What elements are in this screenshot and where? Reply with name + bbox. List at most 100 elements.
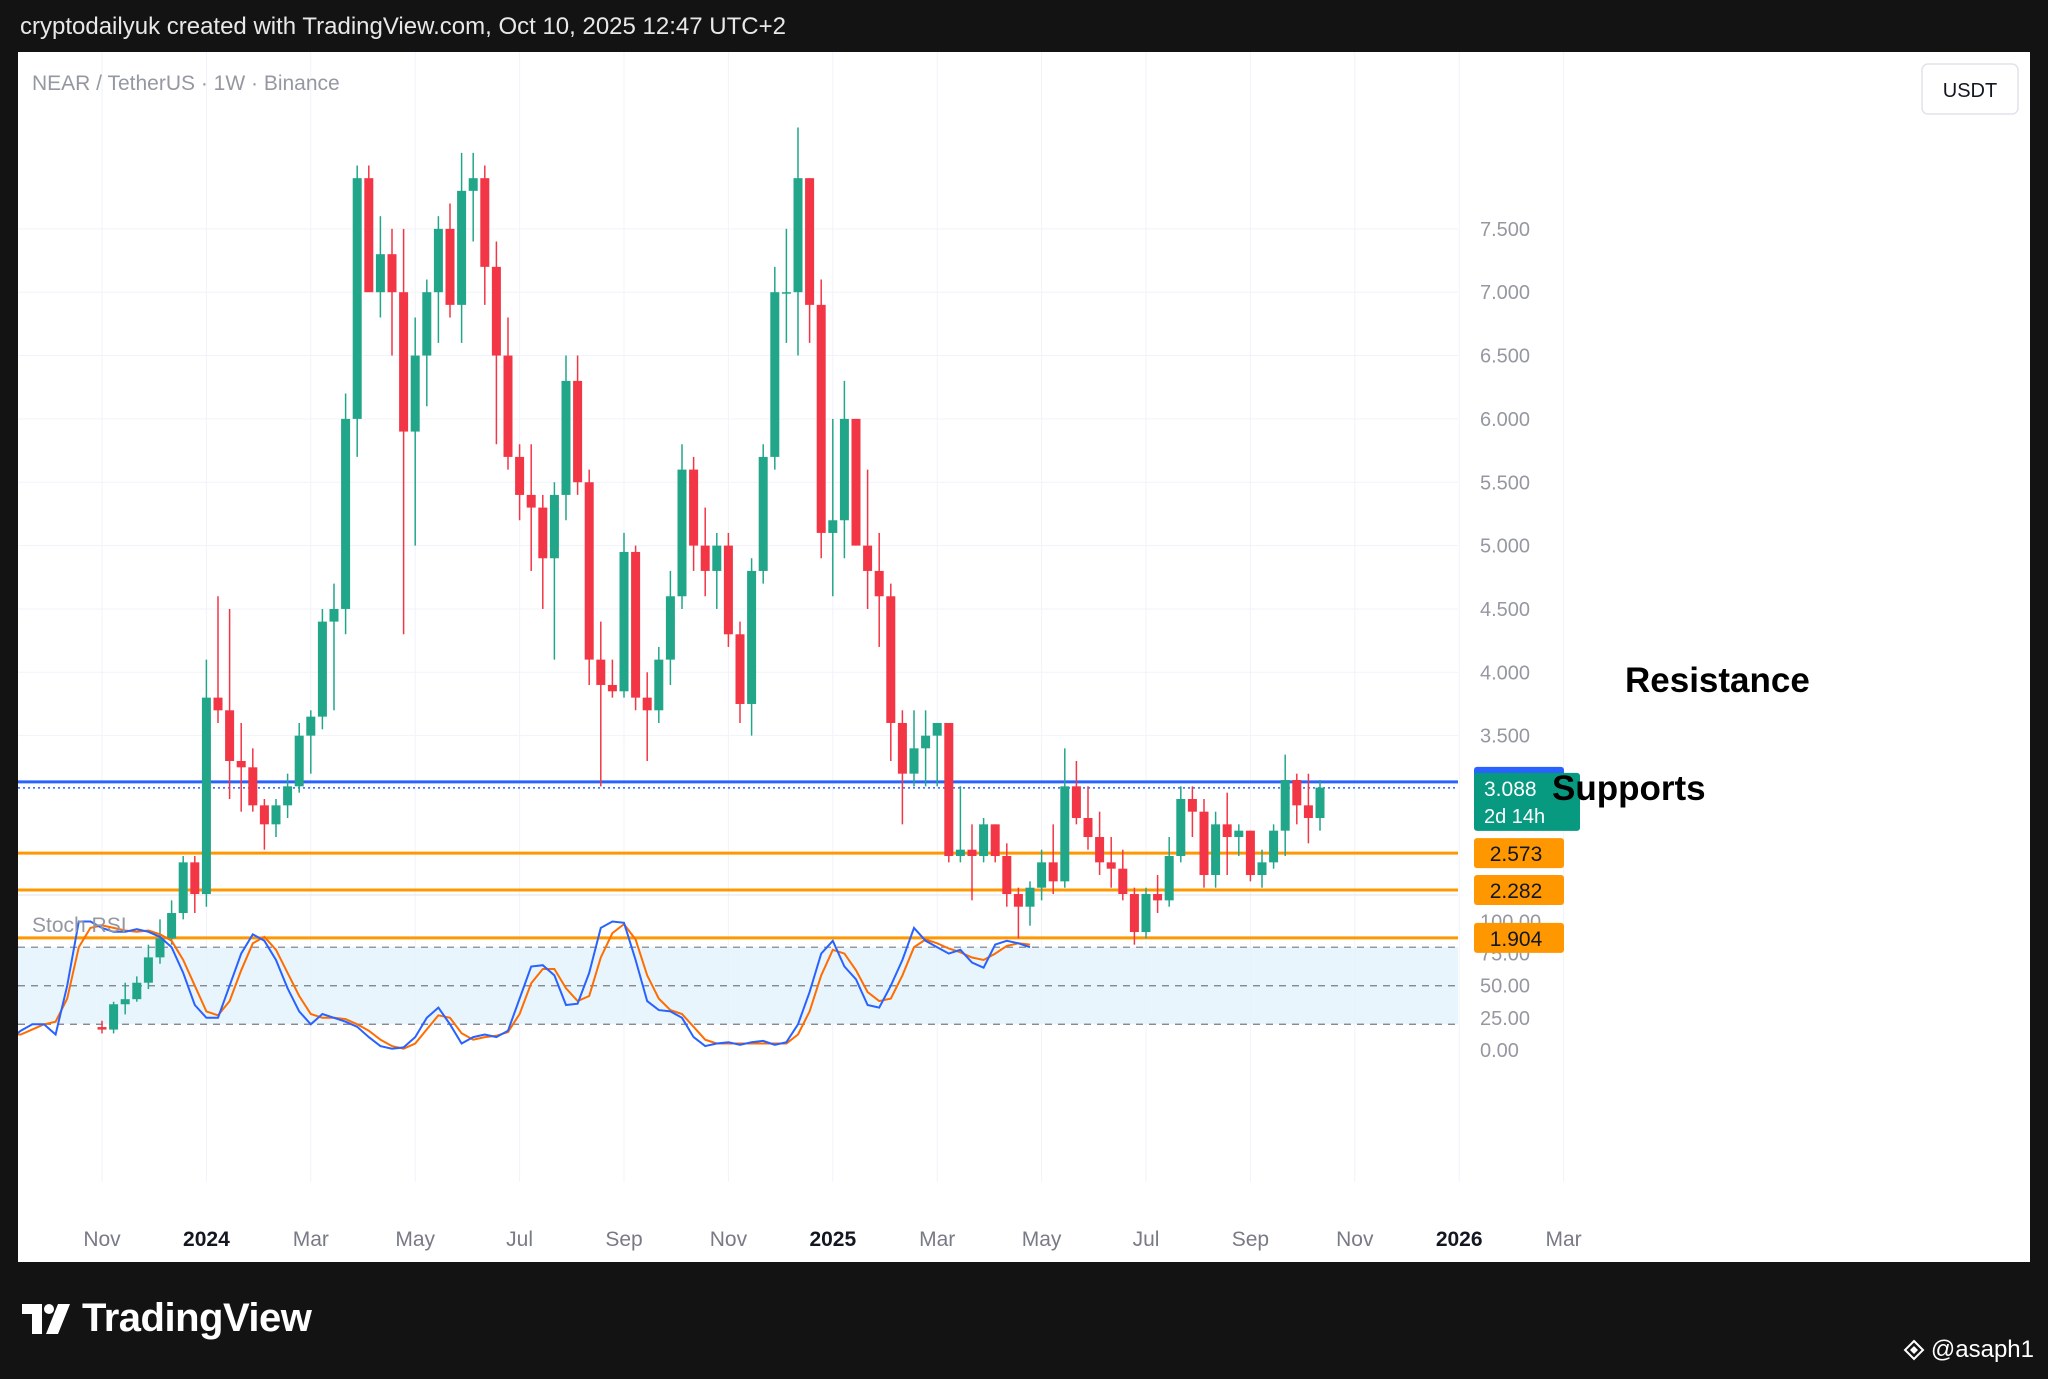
candle[interactable]	[352, 165, 362, 457]
candle[interactable]	[1176, 786, 1186, 863]
candle[interactable]	[341, 393, 351, 635]
candle[interactable]	[654, 646, 664, 723]
candle[interactable]	[410, 317, 420, 546]
candle[interactable]	[213, 596, 223, 723]
candle[interactable]	[1071, 760, 1081, 825]
candle[interactable]	[897, 710, 907, 825]
candle[interactable]	[515, 444, 525, 521]
candle[interactable]	[758, 444, 768, 584]
candle[interactable]	[955, 786, 965, 863]
candle[interactable]	[155, 919, 165, 964]
candle[interactable]	[1153, 875, 1163, 914]
candle[interactable]	[549, 482, 559, 660]
chart-panel[interactable]: 7.500 7.000 6.500 6.000 5.500 5.000 4.500 4.000…	[18, 52, 2030, 1262]
candle[interactable]	[167, 900, 177, 945]
candle[interactable]	[561, 355, 571, 521]
candle[interactable]	[1257, 849, 1267, 888]
candle[interactable]	[1187, 786, 1197, 838]
candle[interactable]	[573, 355, 583, 495]
candle[interactable]	[283, 773, 293, 819]
candle[interactable]	[1095, 811, 1105, 876]
candle[interactable]	[248, 748, 258, 812]
candle[interactable]	[735, 621, 745, 723]
candle[interactable]	[979, 818, 989, 863]
candle[interactable]	[1245, 830, 1255, 882]
candle[interactable]	[793, 127, 803, 356]
candle[interactable]	[874, 532, 884, 647]
candle[interactable]	[143, 944, 153, 990]
candle[interactable]	[1303, 773, 1313, 844]
candle[interactable]	[839, 380, 849, 559]
candle[interactable]	[225, 608, 235, 799]
candle[interactable]	[271, 799, 281, 838]
candle[interactable]	[120, 982, 130, 1015]
candles[interactable]	[97, 127, 1325, 1034]
candle[interactable]	[1141, 887, 1151, 939]
candle[interactable]	[909, 710, 919, 787]
candle[interactable]	[317, 608, 327, 730]
currency-button[interactable]	[1921, 63, 2019, 115]
candle[interactable]	[1280, 754, 1290, 857]
candle[interactable]	[967, 824, 977, 901]
candle[interactable]	[932, 722, 942, 787]
candle[interactable]	[1106, 837, 1116, 888]
candle[interactable]	[642, 672, 652, 761]
candle[interactable]	[375, 216, 385, 318]
candle[interactable]	[457, 152, 467, 343]
candle[interactable]	[1118, 849, 1128, 901]
candle[interactable]	[1129, 887, 1139, 945]
candle[interactable]	[178, 856, 188, 920]
candle[interactable]	[863, 469, 873, 609]
candle[interactable]	[1164, 837, 1174, 907]
candle[interactable]	[468, 152, 478, 242]
candle[interactable]	[712, 532, 722, 609]
candle[interactable]	[329, 583, 339, 711]
candle[interactable]	[526, 444, 536, 571]
candle[interactable]	[990, 824, 1000, 863]
candle[interactable]	[607, 659, 617, 698]
candle[interactable]	[665, 570, 675, 685]
candle[interactable]	[1013, 887, 1023, 939]
price-chart[interactable]: 7.500 7.000 6.500 6.000 5.500 5.000 4.500 4.000…	[18, 52, 2030, 1262]
candle[interactable]	[433, 216, 443, 343]
candle[interactable]	[700, 507, 710, 597]
candle[interactable]	[619, 532, 629, 698]
candle[interactable]	[132, 976, 142, 1002]
candle[interactable]	[1025, 881, 1035, 926]
candle[interactable]	[677, 444, 687, 609]
candle[interactable]	[816, 279, 826, 559]
candle[interactable]	[1292, 773, 1302, 825]
candle[interactable]	[364, 165, 374, 293]
candle[interactable]	[584, 469, 594, 685]
candle[interactable]	[306, 710, 316, 774]
candle[interactable]	[747, 558, 757, 736]
candle[interactable]	[387, 228, 397, 356]
candle[interactable]	[723, 532, 733, 647]
candle[interactable]	[538, 494, 548, 609]
candle[interactable]	[851, 418, 861, 546]
candle[interactable]	[1234, 824, 1244, 857]
candle[interactable]	[236, 722, 246, 812]
candle[interactable]	[259, 799, 269, 850]
candle[interactable]	[1269, 824, 1279, 869]
candle[interactable]	[1083, 786, 1093, 850]
candle[interactable]	[886, 583, 896, 761]
tradingview-logo[interactable]: TradingView	[22, 1296, 312, 1341]
candle[interactable]	[631, 545, 641, 711]
candle[interactable]	[97, 1020, 107, 1034]
candle[interactable]	[201, 659, 211, 907]
candle[interactable]	[944, 722, 954, 863]
candle[interactable]	[1211, 811, 1221, 888]
candle[interactable]	[399, 228, 409, 635]
candle[interactable]	[422, 279, 432, 407]
currency-button-label[interactable]: USDT	[1943, 80, 1997, 102]
candle[interactable]	[190, 856, 200, 914]
candle[interactable]	[491, 241, 501, 445]
candle[interactable]	[1037, 849, 1047, 901]
candle[interactable]	[770, 266, 780, 470]
candle[interactable]	[1048, 824, 1058, 895]
candle[interactable]	[109, 1001, 119, 1034]
candle[interactable]	[596, 621, 606, 787]
candle[interactable]	[689, 456, 699, 571]
candle[interactable]	[294, 722, 304, 793]
